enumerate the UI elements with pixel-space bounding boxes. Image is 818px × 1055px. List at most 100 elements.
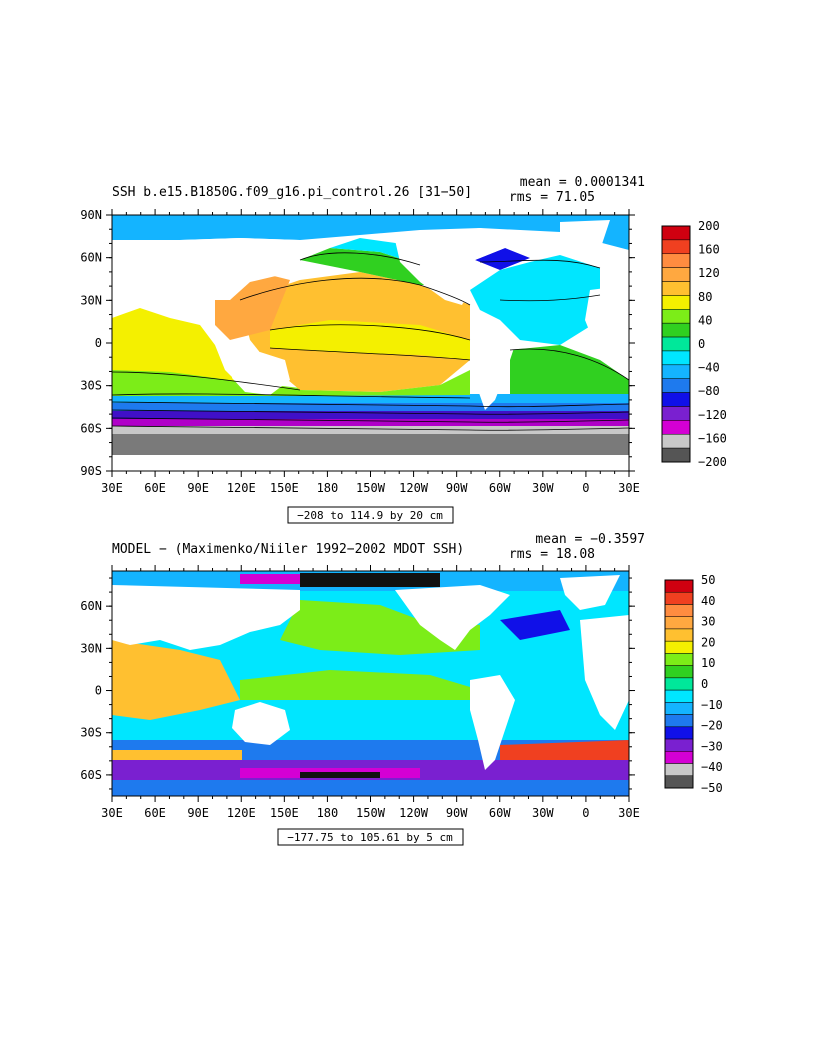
colorbar-swatch — [664, 726, 694, 740]
land-africa-west — [585, 285, 629, 365]
panel-ssh-rms: rms = 71.05 — [509, 190, 595, 205]
colorbar-swatch — [664, 616, 694, 630]
colorbar-swatch — [661, 309, 691, 324]
land-greenland — [560, 220, 610, 256]
ssh-band-magenta — [112, 418, 629, 426]
y-tick-label: 30S — [80, 379, 102, 393]
x-tick-label: 0 — [582, 806, 589, 820]
diff-land-americas-south — [470, 675, 515, 770]
colorbar-label: 20 — [701, 635, 715, 649]
panel-diff-title: MODEL − (Maximenko/Niiler 1992−2002 MDOT… — [112, 542, 464, 557]
colorbar-swatch — [661, 378, 691, 393]
x-tick-label: 150E — [270, 806, 299, 820]
ssh-pacific-south — [300, 370, 470, 396]
x-tick-label: 150W — [356, 481, 386, 495]
ssh-atlantic-south — [510, 345, 629, 394]
colorbar-swatch — [661, 406, 691, 421]
y-tick-label: 60N — [80, 251, 102, 265]
panel-diff-contour-box — [277, 828, 464, 846]
land-antarctica — [112, 455, 629, 471]
x-tick-label: 150W — [356, 806, 386, 820]
x-tick-label: 0 — [582, 481, 589, 495]
colorbar-swatch — [664, 604, 694, 617]
x-tick-label: 60E — [144, 481, 166, 495]
colorbar-label: 0 — [698, 337, 705, 351]
diff-indian — [112, 640, 240, 720]
x-tick-label: 30E — [618, 481, 640, 495]
ssh-arctic — [112, 215, 629, 250]
x-tick-label: 90E — [187, 806, 209, 820]
colorbar-label: −40 — [698, 361, 720, 375]
colorbar-label: 120 — [698, 266, 720, 280]
x-tick-label: 180 — [317, 481, 339, 495]
colorbar-frame — [664, 579, 694, 789]
colorbar-label: 160 — [698, 243, 720, 257]
panel-ssh-colorbar: 200 160 120 80 40 0 −40 −80 −120 −160 −200 — [661, 219, 727, 469]
colorbar-swatch — [664, 689, 694, 703]
x-tick-label: 60E — [144, 806, 166, 820]
x-tick-label: 120W — [399, 481, 429, 495]
panel-diff-mean: mean = −0.3597 — [535, 532, 645, 547]
diff-pacific-north — [280, 600, 480, 655]
colorbar-swatch — [664, 714, 694, 728]
colorbar-swatch — [664, 702, 694, 715]
x-tick-label: 180 — [317, 806, 339, 820]
panel-diff-axes: 30E 60E 90E 120E 150E 180 150W 120W 90W 60W 30W 0 30… — [80, 565, 640, 820]
panel-ssh-mean: mean = 0.0001341 — [520, 175, 645, 190]
ssh-atlantic-north — [470, 255, 600, 345]
diff-arctic-magenta — [240, 574, 300, 584]
x-tick-label: 90W — [446, 481, 468, 495]
colorbar-label: 10 — [701, 656, 715, 670]
panel-diff-colorbar: 50 40 30 20 10 0 −10 −20 −30 −40 −50 — [664, 573, 723, 795]
colorbar-swatch — [664, 738, 694, 752]
colorbar-label: −50 — [701, 781, 723, 795]
colorbar-label: −160 — [698, 431, 727, 445]
colorbar-swatch — [661, 364, 691, 379]
diff-land-eurasia — [112, 585, 300, 650]
colorbar-swatch — [664, 640, 694, 654]
diff-land-greenland — [560, 575, 620, 610]
panel-diff-rms: rms = 18.08 — [509, 547, 595, 562]
colorbar-label: 30 — [701, 615, 715, 629]
colorbar-label: 50 — [701, 573, 715, 587]
colorbar-swatch — [661, 295, 691, 310]
diff-land-australia — [232, 702, 290, 745]
ssh-contours — [112, 252, 629, 431]
panel-diff-contour-label: −177.75 to 105.61 by 5 cm — [287, 831, 453, 844]
colorbar-swatch — [661, 447, 691, 463]
colorbar-swatch — [664, 628, 694, 642]
colorbar-label: −120 — [698, 408, 727, 422]
colorbar-label: 0 — [701, 677, 708, 691]
ssh-band-purple — [112, 410, 629, 419]
diff-south-black — [300, 772, 380, 778]
colorbar-label: 200 — [698, 219, 720, 233]
colorbar-label: −20 — [701, 719, 723, 733]
colorbar-swatch — [664, 775, 694, 789]
x-tick-label: 30E — [618, 806, 640, 820]
colorbar-swatch — [664, 763, 694, 777]
x-tick-label: 30W — [532, 806, 554, 820]
panel-ssh-axes: 30E 60E 90E 120E 150E 180 150W 120W 90W 60W 30W 0 30… — [80, 208, 640, 495]
y-tick-label: 60N — [80, 599, 102, 613]
panel-ssh: SSH b.e15.B1850G.f09_g16.pi_control.26 [… — [80, 175, 727, 524]
y-tick-label: 0 — [95, 684, 102, 698]
colorbar-swatch — [661, 420, 691, 435]
x-tick-label: 120E — [227, 481, 256, 495]
land-americas-south — [470, 325, 515, 410]
panel-ssh-contour-box — [287, 506, 454, 524]
y-tick-label: 60S — [80, 421, 102, 435]
colorbar-swatch — [664, 677, 694, 691]
x-tick-label: 120W — [399, 806, 429, 820]
x-tick-label: 90W — [446, 806, 468, 820]
y-tick-label: 30S — [80, 726, 102, 740]
colorbar-swatch — [661, 336, 691, 352]
panel-ssh-title: SSH b.e15.B1850G.f09_g16.pi_control.26 [… — [112, 185, 472, 200]
colorbar-label: 40 — [698, 313, 712, 327]
colorbar-label: 40 — [701, 594, 715, 608]
x-tick-label: 90E — [187, 481, 209, 495]
x-tick-label: 150E — [270, 481, 299, 495]
colorbar-label: −10 — [701, 698, 723, 712]
colorbar-swatch — [664, 653, 694, 666]
colorbar-frame — [661, 225, 691, 463]
x-tick-label: 30W — [532, 481, 554, 495]
